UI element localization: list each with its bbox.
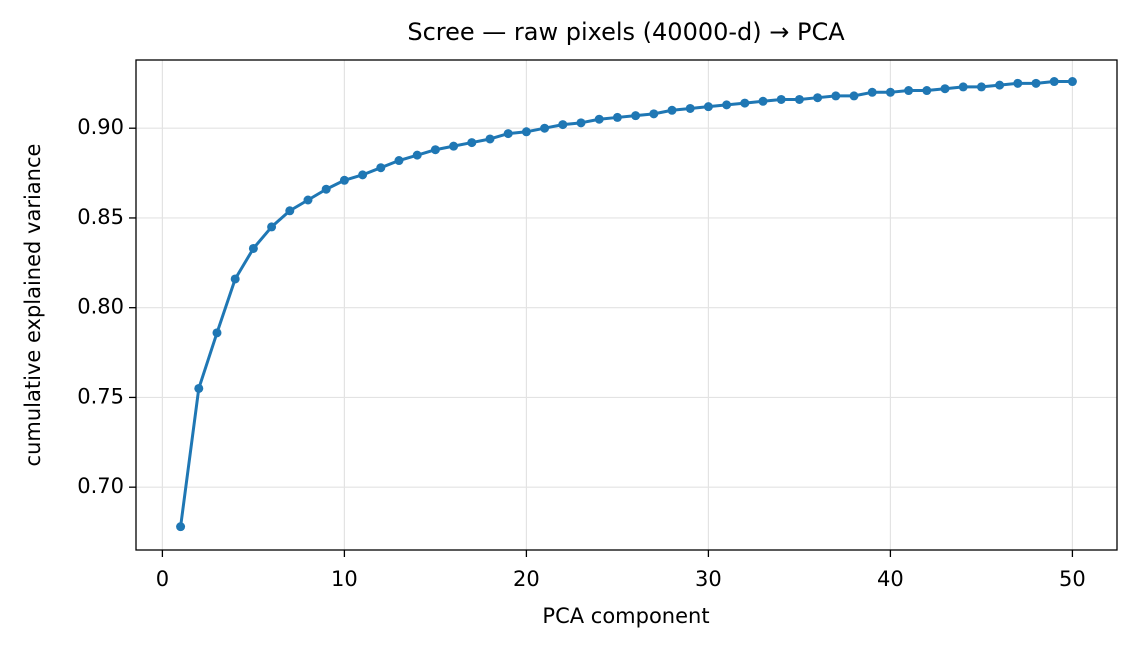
data-point [503,129,513,139]
x-axis-label: PCA component [542,604,709,628]
data-point [867,87,877,97]
data-point [758,96,768,106]
data-point [849,91,859,101]
data-point [649,109,659,119]
x-tick-label: 10 [331,567,358,591]
data-point [667,105,677,115]
plot-area [176,77,1077,532]
data-point [558,120,568,130]
data-point [703,102,713,112]
chart-title: Scree — raw pixels (40000-d) → PCA [407,18,845,46]
data-point [594,114,604,124]
data-point [248,243,258,253]
x-tick-label: 0 [156,567,169,591]
data-point [176,522,186,532]
data-point [467,138,477,148]
data-point [1031,78,1041,88]
data-point [976,82,986,92]
x-tick-label: 40 [877,567,904,591]
data-point [267,222,277,232]
data-point [1013,78,1023,88]
data-point [631,111,641,121]
x-tick-label: 50 [1059,567,1086,591]
y-tick-label: 0.85 [77,205,124,229]
data-point [722,100,732,110]
data-point [358,170,368,180]
data-point [303,195,313,205]
data-point [904,86,914,96]
y-tick-label: 0.70 [77,474,124,498]
y-tick-label: 0.80 [77,295,124,319]
data-point [831,91,841,101]
data-point [958,82,968,92]
data-point [230,274,240,284]
data-point [740,98,750,108]
data-point [1049,77,1059,87]
data-point [813,93,823,103]
axes-frame [135,59,1118,551]
x-tick-label: 30 [695,567,722,591]
data-point [285,206,295,216]
data-point [321,184,331,194]
data-point [940,84,950,94]
data-point [922,86,932,96]
data-point [449,141,459,151]
data-point [412,150,422,160]
y-axis-label: cumulative explained variance [21,144,45,467]
data-point [685,103,695,113]
grid [136,60,1117,550]
data-point [576,118,586,128]
y-tick-label: 0.75 [77,384,124,408]
data-point [1067,77,1077,87]
x-tick-label: 20 [513,567,540,591]
data-point [485,134,495,144]
data-point [212,328,222,338]
data-point [376,163,386,173]
data-point [776,94,786,104]
series-line [179,80,1073,527]
y-tick-label: 0.90 [77,115,124,139]
data-point [540,123,550,133]
data-point [885,87,895,97]
data-point [394,156,404,166]
data-point [794,94,804,104]
data-point [430,145,440,155]
data-point [995,80,1005,90]
data-point [194,383,204,393]
data-point [612,112,622,122]
data-point [521,127,531,137]
data-point [339,175,349,185]
